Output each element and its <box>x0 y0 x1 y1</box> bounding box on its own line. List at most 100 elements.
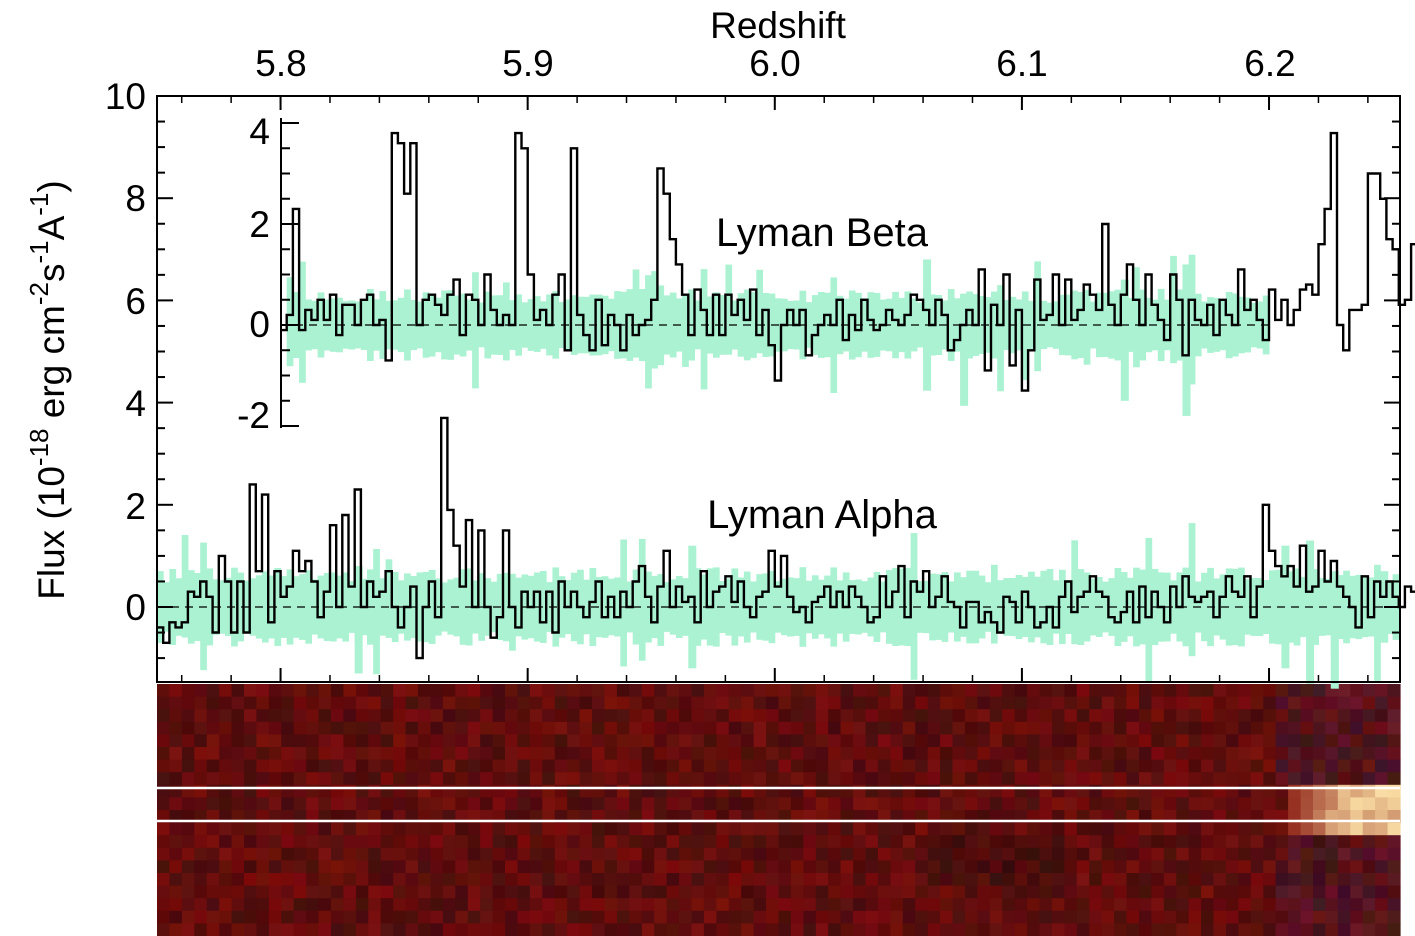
spectrum-pixel <box>1201 910 1215 924</box>
spectrum-pixel <box>1089 696 1103 710</box>
spectrum-pixel <box>1263 910 1277 924</box>
spectrum-pixel <box>579 910 593 924</box>
spectrum-pixel <box>1126 822 1140 836</box>
spectrum-pixel <box>1362 747 1376 761</box>
spectrum-pixel <box>964 696 978 710</box>
spectrum-pixel <box>1250 847 1264 861</box>
spectrum-pixel <box>393 747 407 761</box>
spectrum-pixel <box>455 822 469 836</box>
spectrum-pixel <box>629 822 643 836</box>
lyman-alpha-error-segment <box>262 571 269 643</box>
lyman-alpha-error-segment <box>768 570 776 644</box>
lyman-beta-error-segment <box>830 277 838 393</box>
spectrum-pixel <box>1300 696 1314 710</box>
spectrum-pixel <box>442 860 456 874</box>
spectrum-pixel <box>281 747 295 761</box>
spectrum-pixel <box>890 759 904 773</box>
two-d-spectrum <box>157 684 1401 936</box>
spectrum-pixel <box>380 684 394 698</box>
spectrum-pixel <box>940 898 954 912</box>
spectrum-pixel <box>318 923 332 936</box>
spectrum-pixel <box>691 772 705 786</box>
spectrum-pixel <box>1238 873 1252 887</box>
spectrum-pixel <box>467 772 481 786</box>
lyman-alpha-error-segment <box>373 549 380 675</box>
spectrum-pixel <box>455 684 469 698</box>
lyman-alpha-error-segment <box>1102 581 1109 633</box>
spectrum-pixel <box>380 898 394 912</box>
spectrum-pixel <box>1337 860 1351 874</box>
spectrum-pixel <box>1089 734 1103 748</box>
spectrum-pixel <box>1151 684 1165 698</box>
spectrum-pixel <box>592 835 605 849</box>
spectrum-pixel <box>554 873 568 887</box>
spectrum-pixel <box>766 847 780 861</box>
spectrum-pixel <box>380 860 394 874</box>
spectrum-pixel <box>940 696 954 710</box>
spectrum-pixel <box>1089 797 1103 811</box>
spectrum-pixel <box>778 822 792 836</box>
spectrum-pixel <box>1027 822 1041 836</box>
spectrum-pixel <box>1350 910 1364 924</box>
spectrum-pixel <box>393 923 407 936</box>
spectrum-pixel <box>927 822 941 836</box>
spectrum-pixel <box>1250 873 1264 887</box>
spectrum-pixel <box>306 873 320 887</box>
spectrum-pixel <box>1188 797 1202 811</box>
spectrum-pixel <box>1101 696 1115 710</box>
spectrum-pixel <box>1188 835 1202 849</box>
spectrum-pixel <box>803 835 817 849</box>
spectrum-pixel <box>455 721 469 735</box>
spectrum-pixel <box>1226 860 1239 874</box>
lyman-beta-error-segment <box>1225 291 1233 359</box>
spectrum-pixel <box>1387 684 1401 698</box>
spectrum-pixel <box>877 759 891 773</box>
spectrum-pixel <box>244 898 257 912</box>
spectrum-pixel <box>219 923 233 936</box>
spectrum-pixel <box>1176 747 1190 761</box>
spectrum-pixel <box>442 847 456 861</box>
spectrum-pixel <box>1337 696 1351 710</box>
lyman-alpha-error-segment <box>1244 579 1251 635</box>
spectrum-pixel <box>281 860 295 874</box>
spectrum-pixel <box>616 822 630 836</box>
spectrum-pixel <box>281 797 295 811</box>
spectrum-pixel <box>828 696 842 710</box>
lyman-alpha-error-segment <box>781 578 788 636</box>
spectrum-pixel <box>480 684 494 698</box>
spectrum-pixel <box>952 734 966 748</box>
spectrum-pixel <box>1238 898 1252 912</box>
spectrum-pixel <box>915 923 929 936</box>
lyman-alpha-error-segment <box>194 573 201 642</box>
spectrum-pixel <box>467 797 481 811</box>
spectrum-pixel <box>915 696 929 710</box>
spectrum-pixel <box>455 873 469 887</box>
spectrum-pixel <box>480 860 494 874</box>
spectrum-pixel <box>1014 721 1028 735</box>
spectrum-pixel <box>1226 898 1239 912</box>
lyman-beta-error-segment <box>1083 289 1091 365</box>
spectrum-pixel <box>1250 910 1264 924</box>
spectrum-pixel <box>1151 847 1165 861</box>
spectrum-pixel <box>1300 797 1314 811</box>
spectrum-pixel <box>517 847 531 861</box>
spectrum-pixel <box>355 847 369 861</box>
spectrum-pixel <box>293 734 307 748</box>
spectrum-pixel <box>641 898 655 912</box>
spectrum-pixel <box>592 910 605 924</box>
spectrum-pixel <box>492 822 506 836</box>
spectrum-pixel <box>1014 910 1028 924</box>
lyman-alpha-error-segment <box>978 575 986 639</box>
spectrum-pixel <box>927 797 941 811</box>
spectrum-pixel <box>306 759 320 773</box>
spectrum-pixel <box>206 822 220 836</box>
spectrum-pixel <box>803 898 817 912</box>
spectrum-pixel <box>1176 910 1190 924</box>
spectrum-pixel <box>629 696 643 710</box>
spectrum-pixel <box>1002 835 1016 849</box>
spectrum-pixel <box>766 923 780 936</box>
spectrum-pixel <box>1027 709 1041 723</box>
spectrum-pixel <box>766 747 780 761</box>
spectrum-pixel <box>1126 910 1140 924</box>
spectrum-pixel <box>529 910 543 924</box>
